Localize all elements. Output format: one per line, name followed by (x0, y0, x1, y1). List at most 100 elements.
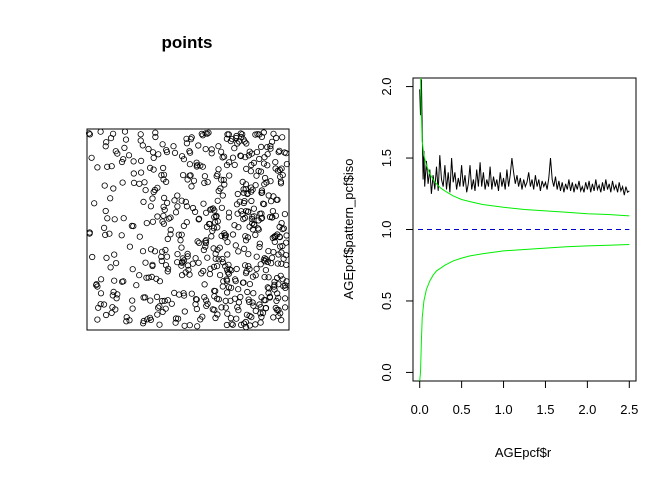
data-point (279, 276, 286, 283)
pcf-series-line-2 (419, 244, 630, 382)
data-point (94, 316, 101, 323)
data-point (253, 265, 260, 272)
data-point (140, 320, 147, 327)
data-point (249, 186, 256, 193)
data-point (145, 145, 152, 153)
data-point (158, 257, 165, 265)
data-point (210, 245, 217, 252)
data-point (200, 246, 207, 254)
data-point (246, 298, 253, 306)
data-point (202, 146, 209, 153)
data-point (161, 206, 168, 213)
data-point (279, 134, 286, 141)
data-point (215, 143, 222, 150)
data-point (204, 179, 211, 186)
data-point (147, 297, 154, 304)
data-point (234, 304, 241, 311)
data-point (126, 243, 133, 250)
data-point (109, 292, 116, 299)
data-point (264, 151, 271, 158)
data-point (171, 197, 178, 204)
data-point (91, 200, 98, 207)
x-tick-label: 2.5 (620, 402, 638, 417)
data-point (93, 281, 100, 289)
data-point (188, 290, 195, 297)
data-point (139, 142, 146, 149)
data-point (202, 238, 209, 245)
data-point (176, 291, 183, 298)
data-point (103, 311, 110, 319)
data-point (140, 198, 147, 205)
pcf-y-axis: 0.0 0.5 1.0 1.5 2.0 (379, 78, 414, 381)
pcf-panel: 0.0 0.5 1.0 1.5 2.0 2.5 0.0 0.5 1.0 1.5 2.0 AGEpc… (341, 77, 638, 460)
data-point (228, 267, 235, 274)
data-point (242, 318, 249, 326)
data-point (159, 141, 166, 148)
data-point (229, 154, 237, 161)
y-tick-label: 0.5 (379, 292, 394, 310)
data-point (120, 156, 127, 163)
data-point (283, 232, 290, 239)
data-point (164, 235, 171, 243)
data-point (264, 144, 271, 151)
data-point (160, 171, 168, 178)
data-point (257, 319, 264, 326)
data-point (108, 163, 115, 170)
data-point (204, 130, 211, 137)
data-point (162, 262, 170, 269)
data-point (266, 213, 274, 221)
data-point (259, 309, 267, 317)
data-point (279, 242, 286, 250)
data-point (243, 268, 250, 275)
data-point (275, 312, 282, 320)
data-point (276, 173, 284, 180)
data-point (183, 140, 190, 147)
data-point (201, 281, 208, 288)
data-point (195, 142, 202, 149)
data-point (238, 208, 245, 215)
data-point (111, 216, 118, 223)
y-tick-label: 1.5 (379, 149, 394, 167)
data-point (242, 186, 249, 193)
data-point (208, 150, 215, 157)
data-point (180, 290, 187, 297)
data-point (217, 271, 224, 279)
data-point (165, 265, 172, 272)
data-point (211, 207, 218, 214)
data-point (265, 289, 272, 297)
data-point (119, 278, 126, 285)
data-point (269, 214, 276, 221)
data-point (269, 208, 276, 215)
data-point (143, 274, 150, 281)
x-tick-label: 2.0 (578, 402, 596, 417)
data-point (208, 206, 215, 213)
data-point (225, 131, 232, 138)
data-point (219, 154, 226, 161)
data-point (151, 248, 159, 255)
data-point (226, 266, 233, 273)
data-point (193, 296, 200, 303)
data-point (89, 253, 96, 261)
data-point (145, 274, 152, 281)
data-point (272, 159, 279, 166)
data-point (262, 305, 269, 312)
data-point (184, 250, 191, 257)
data-point (149, 195, 156, 202)
data-point (200, 200, 207, 207)
data-point (126, 317, 133, 324)
data-point (136, 180, 143, 187)
y-tick-label: 1.0 (379, 220, 394, 238)
data-point (235, 286, 242, 293)
data-point (211, 306, 218, 313)
data-point (88, 154, 95, 161)
data-point (111, 277, 118, 284)
data-point (107, 264, 114, 271)
data-point (95, 304, 102, 311)
points-window (86, 128, 290, 331)
data-point (133, 282, 140, 289)
data-point (275, 306, 282, 314)
data-point (205, 129, 212, 136)
data-point (255, 226, 262, 233)
data-point (250, 290, 257, 297)
